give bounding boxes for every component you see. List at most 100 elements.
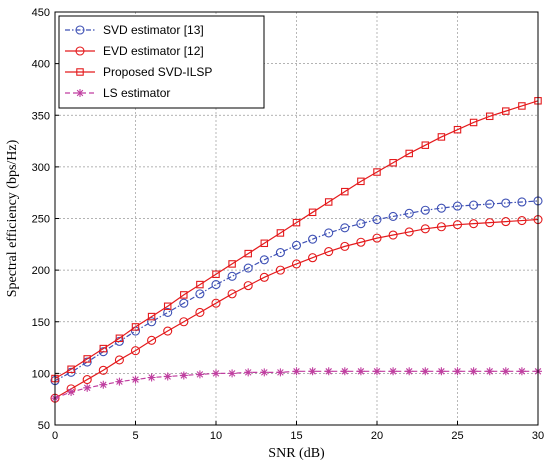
data-point: [179, 298, 189, 308]
x-tick-label: 5: [132, 430, 138, 442]
data-point: [517, 216, 527, 226]
data-point: [212, 270, 220, 279]
data-point: [179, 371, 188, 380]
series-layer: [50, 97, 543, 403]
data-point: [260, 239, 269, 248]
y-tick-label: 300: [32, 162, 50, 174]
data-point: [372, 214, 382, 225]
data-point: [341, 187, 349, 196]
data-point: [404, 208, 414, 218]
data-point: [147, 317, 157, 327]
data-point: [469, 367, 478, 376]
data-point: [308, 253, 318, 263]
plot-frame: [54, 11, 539, 426]
data-point: [372, 233, 382, 243]
y-tick-label: 150: [32, 317, 50, 329]
data-point: [340, 367, 349, 376]
data-point: [308, 208, 317, 217]
data-point: [228, 369, 237, 378]
data-point: [147, 373, 156, 382]
data-point: [276, 368, 285, 377]
data-point: [147, 312, 156, 321]
data-point: [452, 220, 463, 230]
data-point: [83, 355, 91, 363]
data-point: [420, 224, 430, 234]
legend-label: LS estimator: [103, 86, 170, 100]
data-point: [421, 141, 430, 149]
data-point: [292, 218, 301, 227]
y-tick-label: 200: [32, 265, 50, 277]
data-point: [243, 281, 253, 291]
legend-label: Proposed SVD-ILSP: [103, 65, 212, 79]
series-line: [54, 218, 539, 399]
data-point: [485, 199, 495, 209]
data-point: [114, 355, 124, 365]
data-point: [437, 367, 446, 376]
data-point: [227, 271, 237, 281]
data-point: [211, 280, 221, 290]
data-point: [115, 377, 124, 386]
data-point: [196, 280, 204, 289]
data-point: [453, 125, 462, 134]
x-tick-label: 15: [290, 430, 302, 442]
data-point: [373, 168, 381, 176]
data-point: [340, 223, 350, 233]
data-point: [485, 112, 494, 121]
data-point: [452, 201, 463, 211]
data-point: [356, 219, 366, 229]
data-point: [130, 346, 141, 356]
data-point: [211, 298, 221, 308]
data-point: [501, 217, 511, 227]
data-point: [83, 383, 92, 392]
data-point: [292, 367, 301, 376]
data-point: [517, 197, 527, 207]
data-point: [244, 249, 252, 258]
data-point: [163, 326, 173, 336]
x-axis-ticks: 0 5 10 15 20 25 30: [52, 421, 544, 442]
legend-item: LS estimator: [65, 86, 170, 100]
data-point: [469, 118, 478, 127]
data-point: [228, 260, 236, 268]
data-point: [195, 307, 205, 318]
data-point: [405, 149, 413, 158]
data-point: [501, 198, 511, 208]
x-tick-label: 20: [371, 430, 383, 442]
data-point: [147, 335, 157, 345]
data-point: [502, 107, 510, 115]
data-point: [195, 289, 205, 299]
data-point: [67, 365, 75, 373]
data-point: [437, 133, 446, 141]
legend-label: EVD estimator [12]: [103, 44, 204, 58]
series-1: [50, 214, 543, 403]
data-point: [324, 198, 333, 206]
legend-marker: [76, 68, 84, 76]
y-tick-label: 400: [32, 59, 50, 71]
data-point: [291, 240, 302, 250]
series-line: [54, 200, 539, 382]
data-point: [453, 367, 462, 376]
data-point: [485, 218, 495, 228]
x-tick-label: 0: [52, 430, 58, 442]
data-point: [82, 375, 92, 385]
x-tick-label: 25: [451, 430, 463, 442]
legend-marker: [75, 46, 85, 56]
y-tick-label: 50: [38, 420, 50, 432]
x-tick-label: 30: [532, 430, 544, 442]
data-point: [340, 241, 350, 251]
data-point: [373, 367, 381, 376]
data-point: [179, 317, 189, 327]
data-point: [66, 367, 76, 377]
legend-marker: [75, 25, 85, 35]
data-point: [518, 102, 526, 110]
data-point: [469, 219, 479, 229]
data-point: [436, 222, 446, 232]
data-point: [517, 367, 526, 376]
y-tick-label: 350: [32, 110, 50, 122]
data-point: [163, 307, 173, 318]
data-point: [115, 334, 124, 343]
data-point: [436, 203, 446, 213]
data-point: [99, 380, 108, 389]
data-point: [308, 234, 318, 244]
data-point: [404, 227, 414, 237]
